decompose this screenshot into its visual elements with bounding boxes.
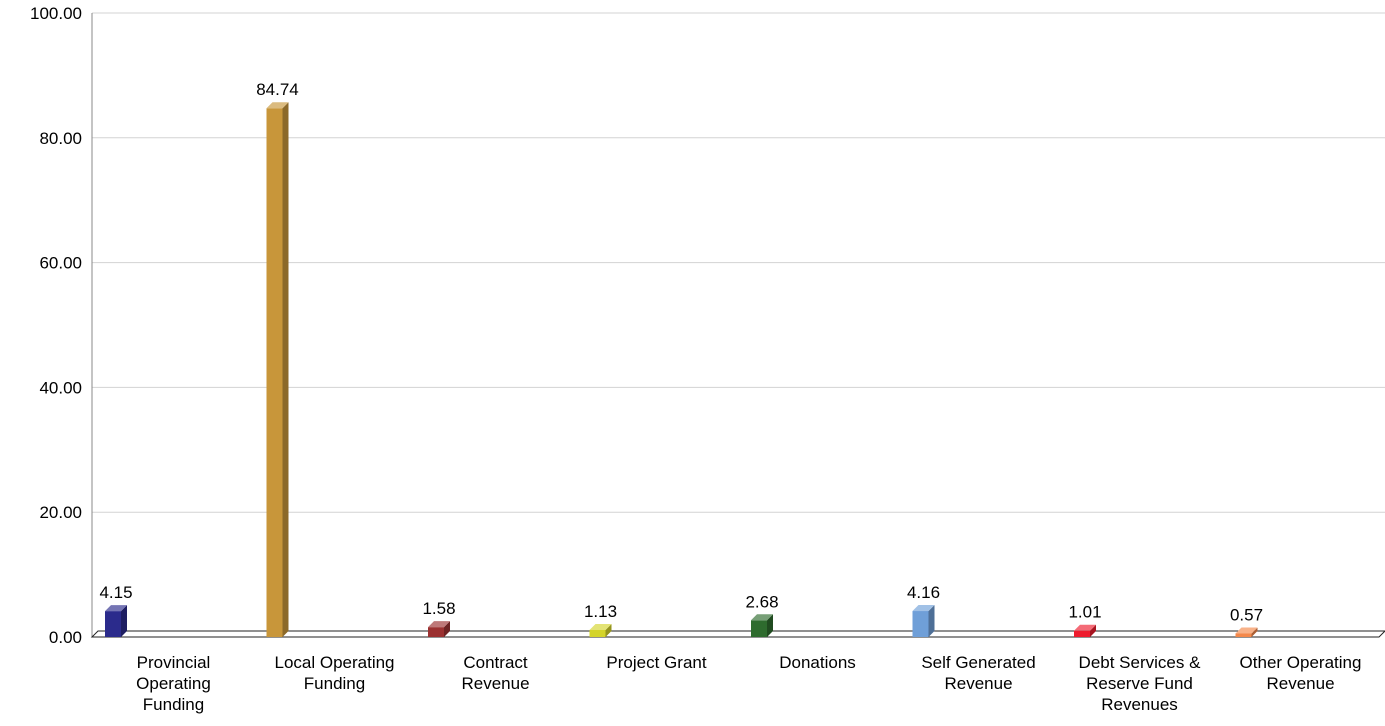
bar-side [1090, 624, 1096, 637]
y-tick-label: 0.00 [49, 628, 82, 647]
bar-side [928, 605, 935, 637]
bar [1235, 633, 1252, 637]
chart-floor [90, 630, 1385, 638]
y-tick-label: 80.00 [39, 129, 82, 148]
bar [1074, 630, 1090, 637]
y-tick-label: 100.00 [30, 4, 82, 23]
bar-top [266, 102, 289, 109]
x-tick-label: Local Operating Funding [274, 653, 394, 693]
bar-top [1074, 624, 1096, 631]
data-label: 4.15 [99, 583, 132, 602]
bar-side [121, 605, 127, 637]
y-tick-label: 60.00 [39, 254, 82, 273]
y-tick-label: 40.00 [39, 378, 82, 397]
bar-top [1235, 627, 1258, 634]
data-label: 84.74 [256, 80, 299, 99]
data-label: 4.16 [907, 583, 940, 602]
data-label: 1.01 [1068, 603, 1101, 622]
data-label: 1.13 [584, 602, 617, 621]
bar-side [444, 621, 450, 637]
data-label: 1.58 [422, 599, 455, 618]
bar-side [605, 623, 612, 637]
x-tick-label: Self Generated Revenue [921, 653, 1035, 693]
bar-top [751, 614, 773, 621]
bar [589, 629, 606, 637]
bar [751, 620, 767, 637]
bar-top [589, 623, 612, 630]
x-tick-label: Other Operating Revenue [1240, 653, 1362, 693]
x-tick-label: Donations [779, 653, 856, 672]
bar-top [428, 621, 450, 628]
bar [428, 627, 444, 637]
y-tick-label: 20.00 [39, 503, 82, 522]
bar [912, 611, 929, 637]
data-label: 2.68 [745, 592, 778, 611]
bar [105, 611, 121, 637]
bar-side [767, 614, 773, 637]
x-tick-label: Project Grant [606, 653, 706, 672]
x-tick-label: Provincial Operating Funding [136, 653, 211, 714]
bar-top [912, 605, 935, 612]
bar-side [282, 102, 289, 637]
bar-side [1251, 627, 1258, 637]
bar [266, 108, 283, 637]
x-tick-label: Debt Services & Reserve Fund Revenues [1079, 653, 1202, 714]
bar-top [105, 605, 127, 612]
data-label: 0.57 [1230, 605, 1263, 624]
x-tick-label: Contract Revenue [461, 653, 529, 693]
